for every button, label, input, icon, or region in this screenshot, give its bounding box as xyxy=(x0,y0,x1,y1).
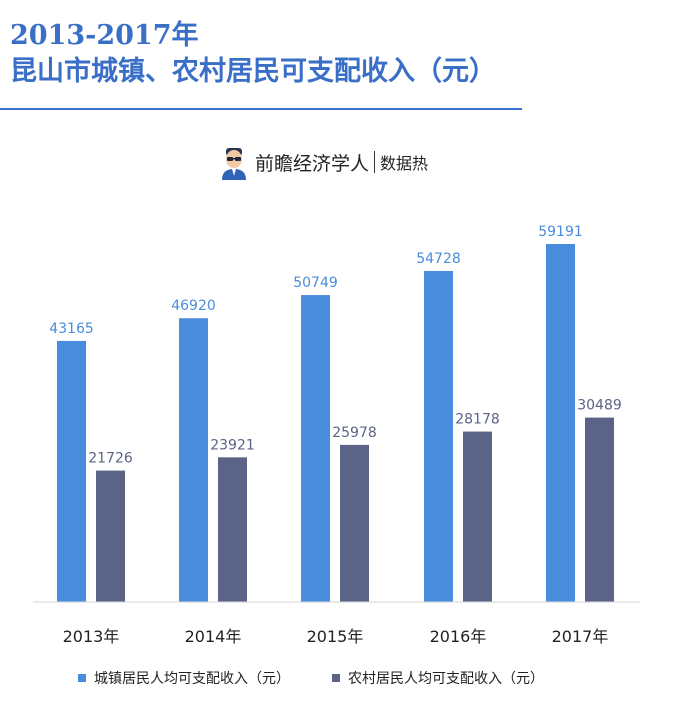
x-tick-label-3: 2015年 xyxy=(307,627,364,646)
data-label-rural-2: 23921 xyxy=(210,437,255,453)
brand-logo: 前瞻经济学人 数据热 xyxy=(219,143,428,181)
bar-urban-2 xyxy=(179,318,208,602)
x-tick-label-5: 2017年 xyxy=(552,627,609,646)
legend-swatch-urban xyxy=(78,674,86,682)
data-label-rural-3: 25978 xyxy=(332,425,377,441)
x-tick-label-1: 2013年 xyxy=(63,627,120,646)
data-label-urban-1: 43165 xyxy=(49,321,94,337)
legend: 城镇居民人均可支配收入（元） 农村居民人均可支配收入（元） xyxy=(78,668,586,688)
data-label-urban-5: 59191 xyxy=(538,224,583,240)
legend-item-urban: 城镇居民人均可支配收入（元） xyxy=(78,668,290,688)
data-label-rural-5: 30489 xyxy=(577,398,622,414)
title-underline xyxy=(0,108,522,110)
data-label-rural-1: 21726 xyxy=(88,451,133,467)
bars-layer: 43165 21726 46920 23921 50749 25978 54728 28178… xyxy=(49,224,622,602)
bar-urban-1 xyxy=(57,340,86,602)
legend-swatch-rural xyxy=(332,674,340,682)
data-label-urban-3: 50749 xyxy=(293,275,338,291)
bar-urban-4 xyxy=(424,270,453,602)
x-tick-label-2: 2014年 xyxy=(185,627,242,646)
bar-urban-5 xyxy=(546,244,575,602)
bar-rural-1 xyxy=(96,470,125,602)
bar-rural-5 xyxy=(585,417,614,602)
bar-rural-3 xyxy=(340,444,369,602)
data-label-urban-4: 54728 xyxy=(416,251,461,267)
data-label-urban-2: 46920 xyxy=(171,298,216,314)
bar-urban-3 xyxy=(301,295,330,602)
economist-avatar-icon xyxy=(222,148,246,180)
legend-label-urban: 城镇居民人均可支配收入（元） xyxy=(94,671,290,687)
brand-subtitle: 数据热 xyxy=(380,154,429,173)
tick-labels: 2013年 2014年 2015年 2016年 2017年 xyxy=(63,627,609,646)
chart-title: 2013-2017年 昆山市城镇、农村居民可支配收入（元） xyxy=(10,18,650,90)
data-label-rural-4: 28178 xyxy=(455,412,500,428)
brand-name: 前瞻经济学人 xyxy=(255,152,370,175)
x-tick-label-4: 2016年 xyxy=(430,627,487,646)
legend-label-rural: 农村居民人均可支配收入（元） xyxy=(348,671,544,687)
title-line-1: 2013-2017年 xyxy=(10,20,199,51)
legend-item-rural: 农村居民人均可支配收入（元） xyxy=(332,668,544,688)
bar-rural-4 xyxy=(463,431,492,602)
title-line-2: 昆山市城镇、农村居民可支配收入（元） xyxy=(10,56,496,87)
brand-separator xyxy=(374,151,376,173)
bar-rural-2 xyxy=(218,457,247,602)
